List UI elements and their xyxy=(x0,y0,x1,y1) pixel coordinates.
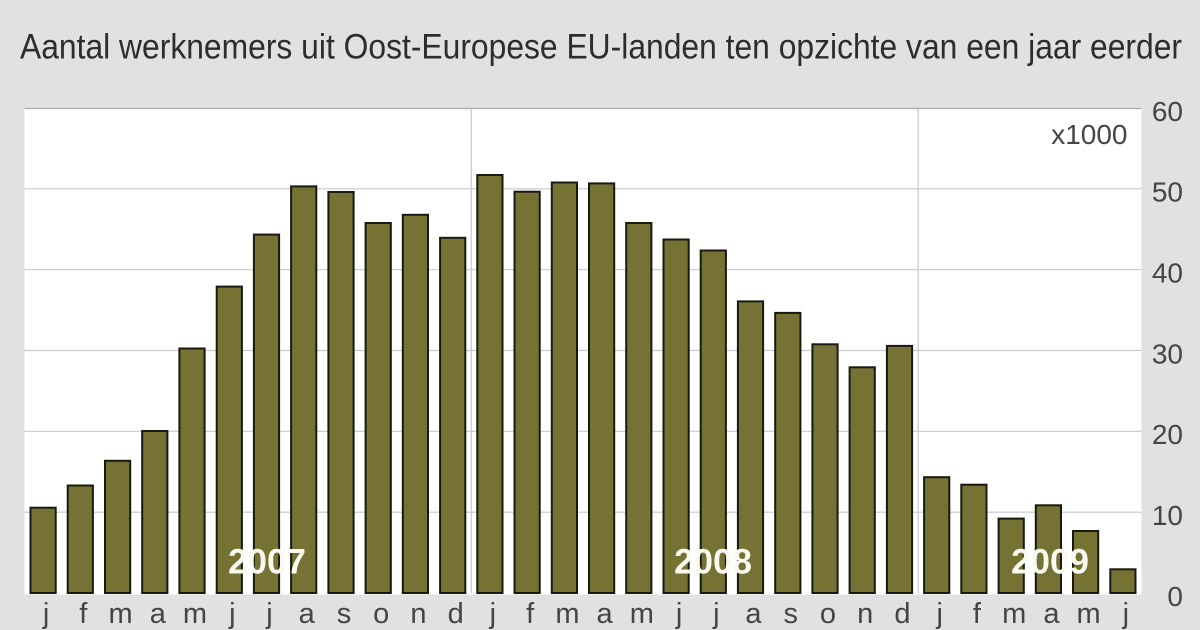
svg-text:a: a xyxy=(597,598,614,630)
svg-text:j: j xyxy=(265,598,272,630)
svg-text:o: o xyxy=(373,598,389,630)
svg-text:x1000: x1000 xyxy=(1051,119,1127,150)
svg-text:j: j xyxy=(228,598,235,630)
svg-text:30: 30 xyxy=(1152,338,1183,369)
svg-text:a: a xyxy=(1043,598,1060,630)
svg-text:a: a xyxy=(150,598,167,630)
svg-text:50: 50 xyxy=(1152,177,1183,208)
svg-text:j: j xyxy=(712,598,719,630)
svg-text:a: a xyxy=(745,598,762,630)
svg-text:40: 40 xyxy=(1152,258,1183,289)
svg-text:20: 20 xyxy=(1152,419,1183,450)
svg-text:10: 10 xyxy=(1152,500,1183,531)
svg-text:2007: 2007 xyxy=(228,543,306,582)
svg-text:60: 60 xyxy=(1152,96,1183,127)
svg-text:m: m xyxy=(1002,598,1026,630)
svg-text:d: d xyxy=(894,598,910,630)
svg-text:o: o xyxy=(820,598,836,630)
svg-text:j: j xyxy=(935,598,942,630)
svg-text:0: 0 xyxy=(1167,581,1183,612)
svg-text:2009: 2009 xyxy=(1011,543,1089,582)
svg-text:m: m xyxy=(183,598,207,630)
svg-text:j: j xyxy=(42,598,49,630)
svg-text:m: m xyxy=(109,598,133,630)
svg-text:f: f xyxy=(973,598,982,630)
svg-text:m: m xyxy=(630,598,654,630)
svg-text:a: a xyxy=(299,598,316,630)
svg-text:s: s xyxy=(337,598,352,630)
svg-text:j: j xyxy=(489,598,496,630)
svg-text:n: n xyxy=(857,598,873,630)
svg-text:2008: 2008 xyxy=(674,543,752,582)
svg-text:m: m xyxy=(555,598,579,630)
svg-text:j: j xyxy=(1122,598,1129,630)
svg-text:f: f xyxy=(79,598,88,630)
svg-text:s: s xyxy=(784,598,799,630)
svg-text:Aantal werknemers uit Oost-Eur: Aantal werknemers uit Oost-Europese EU-l… xyxy=(20,28,1182,67)
svg-text:m: m xyxy=(1077,598,1101,630)
svg-text:n: n xyxy=(410,598,426,630)
svg-text:j: j xyxy=(675,598,682,630)
svg-text:f: f xyxy=(526,598,535,630)
svg-text:d: d xyxy=(448,598,464,630)
